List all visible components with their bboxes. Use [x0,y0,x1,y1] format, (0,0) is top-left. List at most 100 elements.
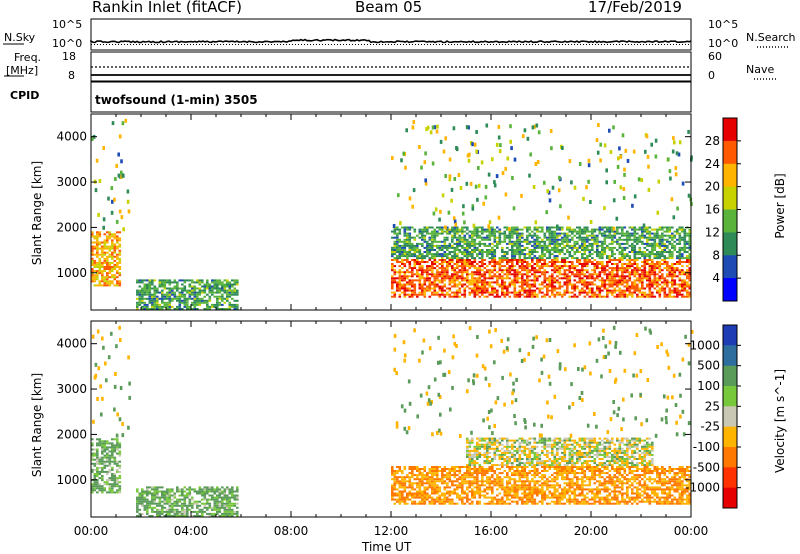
power-cell [583,246,587,249]
power-cell [541,255,544,258]
power-cell [628,261,632,263]
power-cell [671,238,674,241]
power-cell [458,275,462,278]
velocity-cell [191,496,194,499]
velocity-cell [433,472,437,475]
velocity-cell [223,494,227,497]
power-cell [503,283,507,286]
power-cell [576,226,579,229]
power-cell [456,277,459,280]
velocity-cell [441,476,444,479]
velocity-cell [181,515,184,517]
velocity-cell [461,500,464,503]
power-cell [96,247,99,250]
power-cell [571,261,574,263]
power-cell [598,257,602,260]
power-cell [663,242,667,245]
power-cell [441,232,444,235]
velocity-cell [111,477,114,480]
power-cell [468,230,472,233]
power-cell [148,289,152,292]
velocity-cell [98,473,102,475]
power-cell [441,226,444,229]
power-cell [138,289,142,292]
power-cell [586,285,589,288]
power-cell [543,263,547,265]
power-cell [396,255,399,258]
power-cell [526,269,529,272]
power-cell [473,242,477,245]
power-cell [476,242,479,245]
power-cell [408,265,412,268]
power-cell [561,146,564,150]
power-cell [411,275,414,278]
power-cell [188,308,192,310]
power-cell [668,271,672,274]
velocity-cell [398,496,402,499]
power-cell [518,265,522,268]
power-cell [588,234,592,237]
velocity-cell [431,482,434,485]
velocity-cell [98,438,102,441]
power-cell [226,295,229,298]
power-cell [636,293,639,296]
power-cell [471,253,474,256]
power-cell [583,257,587,260]
power-cell [671,232,674,235]
power-cell [631,281,634,284]
power-cell [483,283,487,286]
power-cell [103,276,107,279]
velocity-cell [226,502,229,505]
velocity-cell [418,482,422,485]
power-cell [501,281,504,284]
power-cell [433,228,437,231]
power-cell [481,287,484,290]
velocity-cell [408,486,412,489]
power-cell [416,269,419,272]
velocity-cell [183,490,187,493]
power-cell [136,289,139,292]
power-cell [503,273,507,276]
power-cell [93,261,97,264]
power-cell [593,283,597,286]
power-cell [608,249,612,251]
power-cell [451,234,454,237]
power-cell [421,259,424,261]
power-cell [108,263,112,266]
velocity-cell [406,486,409,489]
velocity-cell [206,512,209,515]
power-cell [102,146,105,151]
power-cell [431,238,434,241]
power-cell [393,257,397,260]
power-cell [466,249,469,251]
power-cell [611,242,614,245]
power-cell [538,259,542,261]
power-colorbar-tick-label: 20 [705,180,720,194]
power-cell [448,293,452,296]
velocity-cell [163,494,167,497]
power-cell [398,249,402,251]
power-cell [516,228,519,231]
power-cell [676,230,679,233]
power-cell [451,226,454,229]
power-cell [398,271,402,274]
velocity-cell [208,498,212,501]
power-cell [491,289,494,292]
power-cell [646,253,649,256]
power-cell [461,253,464,256]
velocity-cell [98,458,102,461]
power-cell [198,291,202,294]
velocity-cell [108,464,112,467]
velocity-cell [396,472,399,475]
power-cell [563,240,567,243]
velocity-cell [453,488,457,491]
power-cell [571,232,574,235]
power-cell [646,285,649,288]
power-cell [495,174,499,179]
velocity-cell [181,498,184,501]
power-cell [98,241,102,244]
power-cell [656,230,659,233]
velocity-cell [228,492,232,495]
power-cell [578,234,582,237]
velocity-cell [101,470,104,473]
